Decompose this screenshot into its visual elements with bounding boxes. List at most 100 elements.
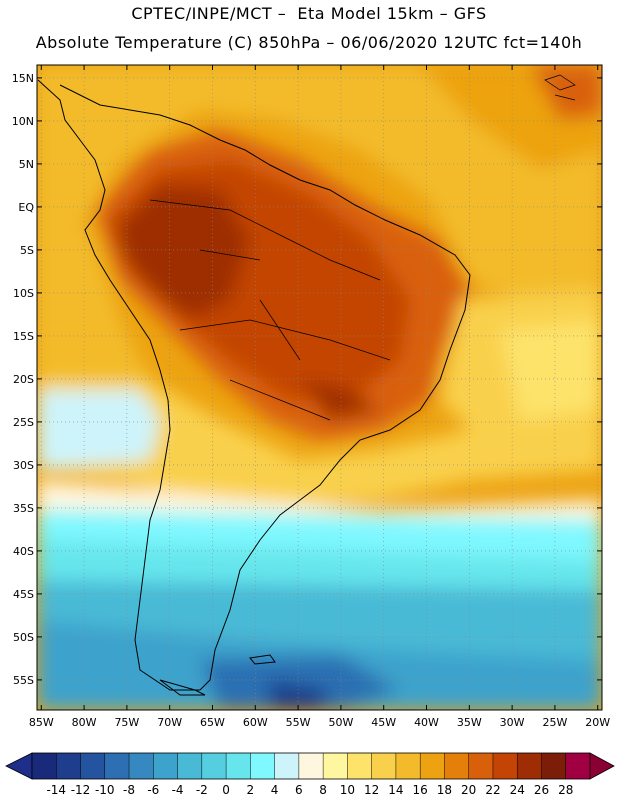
colorbar-swatch	[250, 753, 276, 779]
colorbar-swatch	[129, 753, 154, 779]
colorbar-level-label: 22	[485, 783, 500, 797]
colorbar-swatch	[201, 753, 227, 779]
colorbar-swatch	[517, 753, 542, 779]
lon-tick-label: 35W	[457, 716, 482, 729]
lon-tick-label: 60W	[243, 716, 268, 729]
colorbar-level-label: -12	[71, 783, 91, 797]
colorbar-swatch	[56, 753, 82, 779]
colorbar-swatch	[420, 753, 445, 779]
colorbar-swatch	[177, 753, 203, 779]
lat-tick-label: 10S	[13, 287, 34, 300]
colorbar-high-arrow	[589, 752, 615, 780]
colorbar-level-label: 6	[295, 783, 303, 797]
field-band-6-pacific-tongue	[37, 390, 160, 470]
colorbar-swatch	[565, 753, 591, 779]
field-band-16-north	[37, 65, 602, 300]
lon-tick-label: 45W	[371, 716, 396, 729]
colorbar-level-label: 14	[388, 783, 403, 797]
chart-title-line-1: CPTEC/INPE/MCT – Eta Model 15km – GFS	[131, 4, 487, 23]
lat-tick-label: 15N	[12, 72, 34, 85]
lat-tick-label: EQ	[18, 201, 34, 214]
colorbar-level-label: 20	[461, 783, 476, 797]
country-borders	[149, 199, 391, 421]
lat-tick-label: 10N	[12, 115, 34, 128]
colorbar-swatch	[104, 753, 130, 779]
colorbar-swatch	[80, 753, 106, 779]
colorbar-swatch	[347, 753, 373, 779]
lon-tick-label: 85W	[29, 716, 54, 729]
colorbar-swatch	[371, 753, 397, 779]
field-band-26-paraguay	[300, 380, 380, 420]
colorbar-level-label: 0	[222, 783, 230, 797]
colorbar-level-label: -4	[172, 783, 184, 797]
lon-tick-label: 65W	[200, 716, 225, 729]
lat-tick-label: 25S	[13, 416, 34, 429]
caribbean-islands	[544, 74, 576, 101]
colorbar-swatch	[226, 753, 251, 779]
latitude-axis: 15N 10N 5N EQ 5S 10S 15S 20S 25S 30S 35S 40S 45S 50S 5…	[12, 72, 602, 687]
falkland-islands	[249, 654, 276, 665]
colorbar-low-arrow	[5, 752, 33, 780]
longitude-axis: 85W 80W 75W 70W 65W 60W 55W 50W 45W 40W 35W 30W 25W 2…	[29, 65, 610, 729]
map-frame	[36, 64, 603, 711]
lat-tick-label: 40S	[13, 545, 34, 558]
temperature-field	[37, 65, 602, 710]
field-band-26-andes	[115, 185, 250, 320]
colorbar-level-label: 4	[271, 783, 279, 797]
field-band-12-atlantic	[500, 320, 602, 420]
chart-title-line-2: Absolute Temperature (C) 850hPa – 06/06/…	[35, 33, 583, 52]
colorbar-swatch	[541, 753, 567, 779]
colorbar-level-label: -2	[196, 783, 208, 797]
lat-tick-label: 55S	[13, 674, 34, 687]
colorbar-level-label: 2	[247, 783, 255, 797]
field-band-16-pacific	[37, 230, 150, 380]
lat-tick-label: 20S	[13, 373, 34, 386]
colorbar-level-label: 16	[413, 783, 428, 797]
colorbar-swatch	[444, 753, 470, 779]
colorbar-level-label: 12	[364, 783, 379, 797]
colorbar-level-label: 24	[510, 783, 525, 797]
colorbar-swatch	[323, 753, 348, 779]
colorbar-level-label: 8	[319, 783, 327, 797]
lat-tick-label: 45S	[13, 588, 34, 601]
colorbar-swatch	[492, 753, 518, 779]
lon-tick-label: 20W	[585, 716, 610, 729]
field-band-neg12-core	[270, 680, 330, 710]
colorbar-swatch	[298, 753, 324, 779]
lat-tick-label: 50S	[13, 631, 34, 644]
colorbar-swatch	[395, 753, 421, 779]
colorbar-level-label: 26	[534, 783, 549, 797]
lon-tick-label: 80W	[72, 716, 97, 729]
coastlines	[37, 74, 576, 696]
west-coastline	[37, 79, 200, 691]
colorbar-swatch	[274, 753, 300, 779]
colorbar-level-label: 18	[437, 783, 452, 797]
colorbar-frame	[31, 752, 591, 780]
east-coastline	[59, 84, 471, 691]
colorbar-level-label: -8	[123, 783, 135, 797]
colorbar-level-label: -6	[147, 783, 159, 797]
lat-tick-label: 15S	[13, 330, 34, 343]
lon-tick-label: 70W	[157, 716, 182, 729]
lat-tick-label: 35S	[13, 502, 34, 515]
lon-tick-label: 30W	[500, 716, 525, 729]
lon-tick-label: 55W	[286, 716, 311, 729]
field-band-neg10-southern	[200, 655, 400, 710]
colorbar-level-label: 28	[558, 783, 573, 797]
colorbar-swatch	[153, 753, 179, 779]
lat-tick-label: 5N	[19, 158, 34, 171]
lat-tick-label: 5S	[20, 244, 34, 257]
colorbar-level-label: -14	[46, 783, 66, 797]
colorbar-swatch	[32, 753, 57, 779]
lat-tick-label: 30S	[13, 459, 34, 472]
lon-tick-label: 75W	[114, 716, 139, 729]
lon-tick-label: 40W	[414, 716, 439, 729]
lon-tick-label: 25W	[542, 716, 567, 729]
colorbar: -14 -12 -10 -8 -6 -4 -2 0 2 4 6 8 10 12 14 16 18 20 22 24 26…	[5, 752, 615, 797]
tierra-del-fuego	[159, 679, 206, 696]
colorbar-level-label: 10	[340, 783, 355, 797]
field-band-14-subtropics	[37, 380, 602, 505]
colorbar-level-label: -10	[95, 783, 115, 797]
colorbar-swatch	[468, 753, 494, 779]
